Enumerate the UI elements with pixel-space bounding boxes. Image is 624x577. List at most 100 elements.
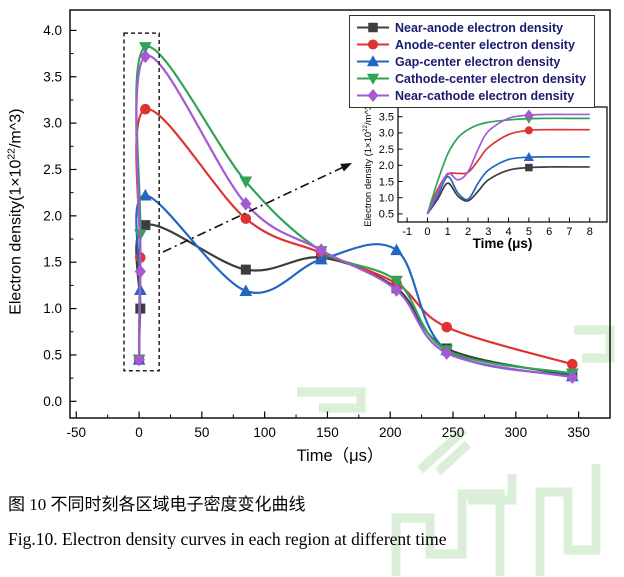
diamond-marker: [139, 49, 151, 64]
inset-x-axis-label: Time (μs): [472, 236, 533, 251]
electron-density-chart: -50 0 50 100 150 200 250 300 350 0.0 0.5 1.0 1.5 2.0 2…: [6, 9, 611, 465]
series-near-cathode-electron-density: [133, 49, 578, 384]
y-tick-label: 4.0: [43, 23, 62, 38]
square-legend-icon: [357, 22, 389, 33]
circle-marker: [240, 213, 252, 224]
x-tick-label: 100: [253, 425, 276, 440]
y-tick-label: 2.0: [43, 208, 62, 223]
inset-x-tick-label: -1: [402, 226, 412, 238]
square-marker: [140, 220, 151, 231]
y-axis-label: Electron density(1×1022/m^3): [6, 108, 25, 315]
square-marker: [525, 163, 533, 172]
x-axis-label-text: Time（μs）: [296, 447, 384, 465]
triangle-up-marker: [523, 151, 534, 161]
inset-y-tick-label: 0.5: [379, 209, 394, 221]
inset-series-near-anode: [426, 163, 590, 215]
inset-y-tick-label: 2.5: [379, 144, 394, 156]
zoom-region-box: [123, 32, 160, 372]
x-tick-label: 350: [567, 425, 590, 440]
inset-y-tick-label: 1.5: [379, 176, 394, 188]
square-marker: [368, 22, 378, 33]
legend-item-near-cathode-electron-density: Near-cathode electron density: [356, 87, 586, 104]
circle-marker: [524, 126, 533, 135]
circle-marker: [140, 103, 151, 115]
chart-canvas: -50 0 50 100 150 200 250 300 3500.00.51.01.52.02…: [43, 9, 611, 440]
triangle-down-legend-icon: [357, 73, 389, 85]
y-tick-label: 2.5: [43, 162, 62, 177]
caption-english: Fig.10. Electron density curves in each …: [8, 529, 447, 549]
diamond-marker: [441, 346, 453, 360]
triangle-up-marker: [390, 243, 403, 256]
triangle-down-marker: [366, 73, 380, 85]
inset-x-tick-label: 8: [587, 226, 593, 238]
diamond-legend-icon: [357, 88, 389, 103]
circle-marker: [441, 321, 453, 333]
x-tick-label: 150: [316, 425, 339, 440]
inset-y-tick-label: 2.0: [379, 160, 394, 172]
circle-marker: [367, 39, 379, 50]
series-group: [132, 42, 579, 384]
x-axis: -50 0 50 100 150 200 250 300 350: [67, 411, 590, 440]
legend-label: Gap-center electron density: [395, 54, 561, 69]
circle-legend-icon: [357, 39, 389, 50]
triangle-up-marker: [366, 55, 380, 67]
diamond-marker: [133, 352, 145, 367]
y-tick-label: 3.0: [43, 116, 62, 131]
legend-label: Cathode-center electron density: [395, 71, 587, 86]
triangle-down-marker: [139, 42, 152, 54]
inset-series-gap-center: [426, 151, 590, 215]
triangle-up-legend-icon: [357, 55, 389, 67]
inset-chart: -1 0 1 2 3 4 5 6 7 8 0.5 1.0 1.5 2.0 2.5 3.0 3.5: [379, 106, 608, 238]
inset-series-near-cathode: [426, 109, 590, 215]
x-tick-label: 50: [194, 425, 209, 440]
x-tick-label: -50: [67, 425, 87, 440]
square-marker: [240, 264, 251, 275]
diamond-marker: [566, 370, 578, 384]
x-tick-label: 200: [379, 425, 402, 440]
zoom-arrow: [162, 162, 353, 253]
y-axis: 0.0 0.5 1.0 1.5 2.0 2.5 3.0 3.5 4.0: [43, 23, 77, 409]
inset-y-tick-label: 3.5: [379, 112, 394, 124]
legend-label: Near-cathode electron density: [395, 88, 575, 103]
diamond-marker: [134, 264, 146, 279]
inset-x-tick-label: 2: [465, 226, 471, 238]
inset-x-tick-label: 3: [485, 226, 491, 238]
inset-x-tick-label: 1: [445, 226, 451, 238]
legend-item-near-anode-electron-density: Near-anode electron density: [356, 19, 586, 36]
diamond-marker: [390, 283, 403, 297]
circle-marker: [567, 358, 578, 370]
y-tick-label: 1.0: [43, 301, 62, 316]
legend-item-cathode-center-electron-density: Cathode-center electron density: [356, 70, 586, 87]
diamond-marker: [315, 243, 327, 257]
zoom-arrowhead: [340, 163, 352, 172]
triangle-up-marker: [139, 188, 152, 201]
inset-x-tick-label: 0: [424, 226, 430, 238]
inset-x-tick-label: 4: [506, 226, 512, 238]
x-tick-label: 250: [442, 425, 465, 440]
y-tick-label: 3.5: [43, 69, 62, 84]
legend-item-gap-center-electron-density: Gap-center electron density: [356, 53, 586, 70]
legend-label: Near-anode electron density: [395, 20, 564, 35]
y-tick-label: 0.5: [43, 347, 62, 362]
diamond-marker: [524, 109, 534, 121]
plot-frame: [69, 9, 611, 419]
inset-x-tick-label: 5: [526, 226, 532, 238]
legend-item-anode-center-electron-density: Anode-center electron density: [356, 36, 586, 53]
inset-y-tick-label: 1.0: [379, 193, 394, 205]
triangle-up-marker: [239, 284, 253, 296]
legend-label: Anode-center electron density: [395, 37, 575, 52]
x-tick-label: 0: [135, 425, 143, 440]
diamond-marker: [240, 197, 252, 211]
y-tick-label: 1.5: [43, 255, 62, 270]
y-tick-label: 0.0: [43, 394, 62, 409]
chart-legend: Near-anode electron density Anode-center …: [349, 15, 596, 108]
triangle-up-marker: [314, 252, 328, 265]
inset-y-axis-label: Electron density (1×1022/m^3): [361, 101, 375, 227]
triangle-down-marker: [390, 275, 403, 288]
inset-x-tick-label: 7: [566, 226, 572, 238]
inset-x-tick-label: 6: [546, 226, 552, 238]
triangle-down-marker: [239, 176, 253, 189]
diamond-marker: [367, 88, 379, 103]
